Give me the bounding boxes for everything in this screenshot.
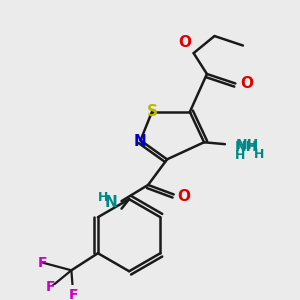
Text: O: O: [240, 76, 253, 91]
Text: F: F: [38, 256, 48, 270]
Text: F: F: [68, 288, 78, 300]
Text: S: S: [146, 104, 158, 119]
Text: H: H: [98, 191, 108, 204]
Text: O: O: [178, 35, 191, 50]
Text: NH: NH: [236, 138, 259, 152]
Text: NH: NH: [234, 140, 258, 154]
Text: N: N: [133, 134, 146, 149]
Text: H: H: [236, 149, 246, 162]
Text: N: N: [105, 196, 118, 211]
Text: O: O: [178, 189, 190, 204]
Text: F: F: [46, 280, 55, 294]
Text: H: H: [254, 148, 264, 161]
